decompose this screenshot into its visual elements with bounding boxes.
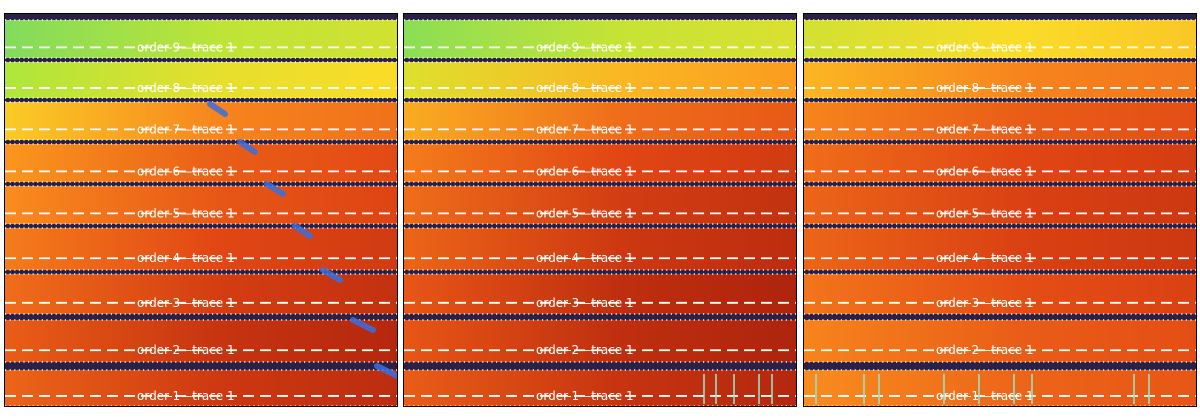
order-strip bbox=[804, 62, 1196, 98]
order-strip bbox=[5, 62, 397, 98]
order-strip bbox=[5, 144, 397, 182]
order-trace-label: order-4—trace 1 bbox=[536, 251, 634, 265]
order-strip bbox=[5, 320, 397, 362]
order-trace-label: order-1—trace 1 bbox=[536, 389, 634, 403]
order-strip bbox=[804, 144, 1196, 182]
order-strip bbox=[404, 62, 796, 98]
order-strip bbox=[804, 370, 1196, 406]
order-trace-label: order-1—trace 1 bbox=[936, 389, 1034, 403]
order-trace-label: order-3—trace 1 bbox=[137, 296, 235, 310]
order-trace-label: order-9—trace 1 bbox=[137, 40, 235, 54]
order-trace-label: order-6—trace 1 bbox=[137, 164, 235, 178]
order-strip bbox=[5, 274, 397, 314]
spectrum-image-3: order-9—trace 1 order-8—trace 1 order-7—tr… bbox=[804, 19, 1196, 406]
order-strip bbox=[804, 320, 1196, 362]
order-strip bbox=[404, 228, 796, 270]
artifact-streak bbox=[237, 139, 258, 155]
order-trace-label: order-4—trace 1 bbox=[936, 251, 1034, 265]
order-trace-label: order-3—trace 1 bbox=[536, 296, 634, 310]
artifact-streak bbox=[350, 317, 376, 333]
order-strip bbox=[404, 186, 796, 224]
order-trace-label: order-1—trace 1 bbox=[137, 389, 235, 403]
order-trace-label: order-9—trace 1 bbox=[936, 40, 1034, 54]
order-trace-label: order-8—trace 1 bbox=[137, 81, 235, 95]
order-trace-label: order-7—trace 1 bbox=[936, 122, 1034, 136]
order-trace-label: order-7—trace 1 bbox=[137, 122, 235, 136]
order-strip bbox=[5, 102, 397, 140]
order-trace-label: order-2—trace 1 bbox=[137, 343, 235, 357]
order-strip bbox=[804, 228, 1196, 270]
order-strip bbox=[5, 186, 397, 224]
order-trace-label: order-6—trace 1 bbox=[936, 164, 1034, 178]
spectrum-panel-3: order-9—trace 1 order-8—trace 1 order-7—tr… bbox=[803, 13, 1197, 407]
spectrum-image-2: order-9—trace 1 order-8—trace 1 order-7—tr… bbox=[404, 19, 796, 406]
order-trace-label: order-8—trace 1 bbox=[936, 81, 1034, 95]
spectrum-panel-1: order-9—trace 1 order-8—trace 1 order-7—tr… bbox=[4, 13, 398, 407]
order-strip bbox=[404, 144, 796, 182]
artifact-streak bbox=[207, 101, 228, 117]
order-strip bbox=[804, 102, 1196, 140]
order-trace-label: order-5—trace 1 bbox=[936, 206, 1034, 220]
artifact-streak bbox=[292, 223, 313, 239]
order-strip bbox=[404, 102, 796, 140]
order-strip bbox=[404, 274, 796, 314]
order-trace-label: order-6—trace 1 bbox=[536, 164, 634, 178]
order-strip bbox=[804, 186, 1196, 224]
artifact-streak bbox=[374, 363, 397, 379]
order-trace-label: order-2—trace 1 bbox=[536, 343, 634, 357]
order-trace-label: order-2—trace 1 bbox=[936, 343, 1034, 357]
order-strip bbox=[804, 20, 1196, 58]
order-trace-label: order-9—trace 1 bbox=[536, 40, 634, 54]
artifact-streak bbox=[264, 181, 286, 197]
order-strip bbox=[5, 370, 397, 406]
order-trace-label: order-3—trace 1 bbox=[936, 296, 1034, 310]
spectrum-panel-2: order-9—trace 1 order-8—trace 1 order-7—tr… bbox=[403, 13, 797, 407]
order-strip bbox=[404, 370, 796, 406]
order-strip bbox=[5, 228, 397, 270]
spectrum-image-1: order-9—trace 1 order-8—trace 1 order-7—tr… bbox=[5, 19, 397, 406]
order-strip bbox=[404, 20, 796, 58]
order-trace-label: order-7—trace 1 bbox=[536, 122, 634, 136]
order-trace-label: order-8—trace 1 bbox=[536, 81, 634, 95]
order-trace-label: order-4—trace 1 bbox=[137, 251, 235, 265]
order-strip bbox=[404, 320, 796, 362]
artifact-streak bbox=[320, 267, 343, 283]
order-trace-label: order-5—trace 1 bbox=[536, 206, 634, 220]
order-strip bbox=[804, 274, 1196, 314]
order-trace-label: order-5—trace 1 bbox=[137, 206, 235, 220]
order-strip bbox=[5, 20, 397, 58]
